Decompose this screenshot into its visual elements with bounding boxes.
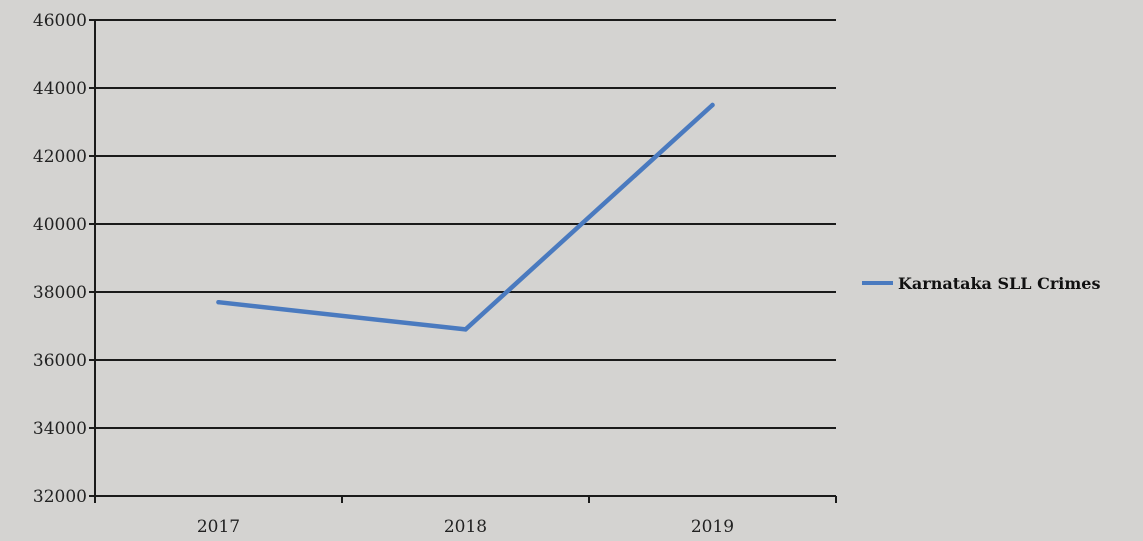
x-tick-label: 2019 bbox=[691, 517, 734, 537]
series-lines bbox=[216, 102, 715, 332]
y-axis-tick-labels: 32000 34000 36000 38000 40000 42000 44000 46000 bbox=[33, 11, 87, 507]
legend-label: Karnataka SLL Crimes bbox=[898, 274, 1100, 293]
legend: Karnataka SLL Crimes bbox=[862, 274, 1100, 293]
y-tick-label: 42000 bbox=[33, 147, 87, 167]
y-tick-label: 40000 bbox=[33, 215, 87, 235]
y-tick-label: 44000 bbox=[33, 79, 87, 99]
y-tick-label: 36000 bbox=[33, 351, 87, 371]
axes bbox=[89, 19, 837, 503]
plot-area bbox=[95, 20, 836, 496]
x-axis-tick-labels: 2017 2018 2019 bbox=[197, 517, 734, 537]
y-tick-label: 32000 bbox=[33, 487, 87, 507]
data-point bbox=[710, 102, 715, 108]
y-tick-label: 46000 bbox=[33, 11, 87, 31]
x-tick-label: 2017 bbox=[197, 517, 240, 537]
y-tick-label: 38000 bbox=[33, 283, 87, 303]
data-point bbox=[463, 327, 468, 332]
y-tick-label: 34000 bbox=[33, 419, 87, 439]
data-point bbox=[216, 300, 221, 305]
gridlines bbox=[95, 19, 836, 429]
x-tick-label: 2018 bbox=[444, 517, 487, 537]
